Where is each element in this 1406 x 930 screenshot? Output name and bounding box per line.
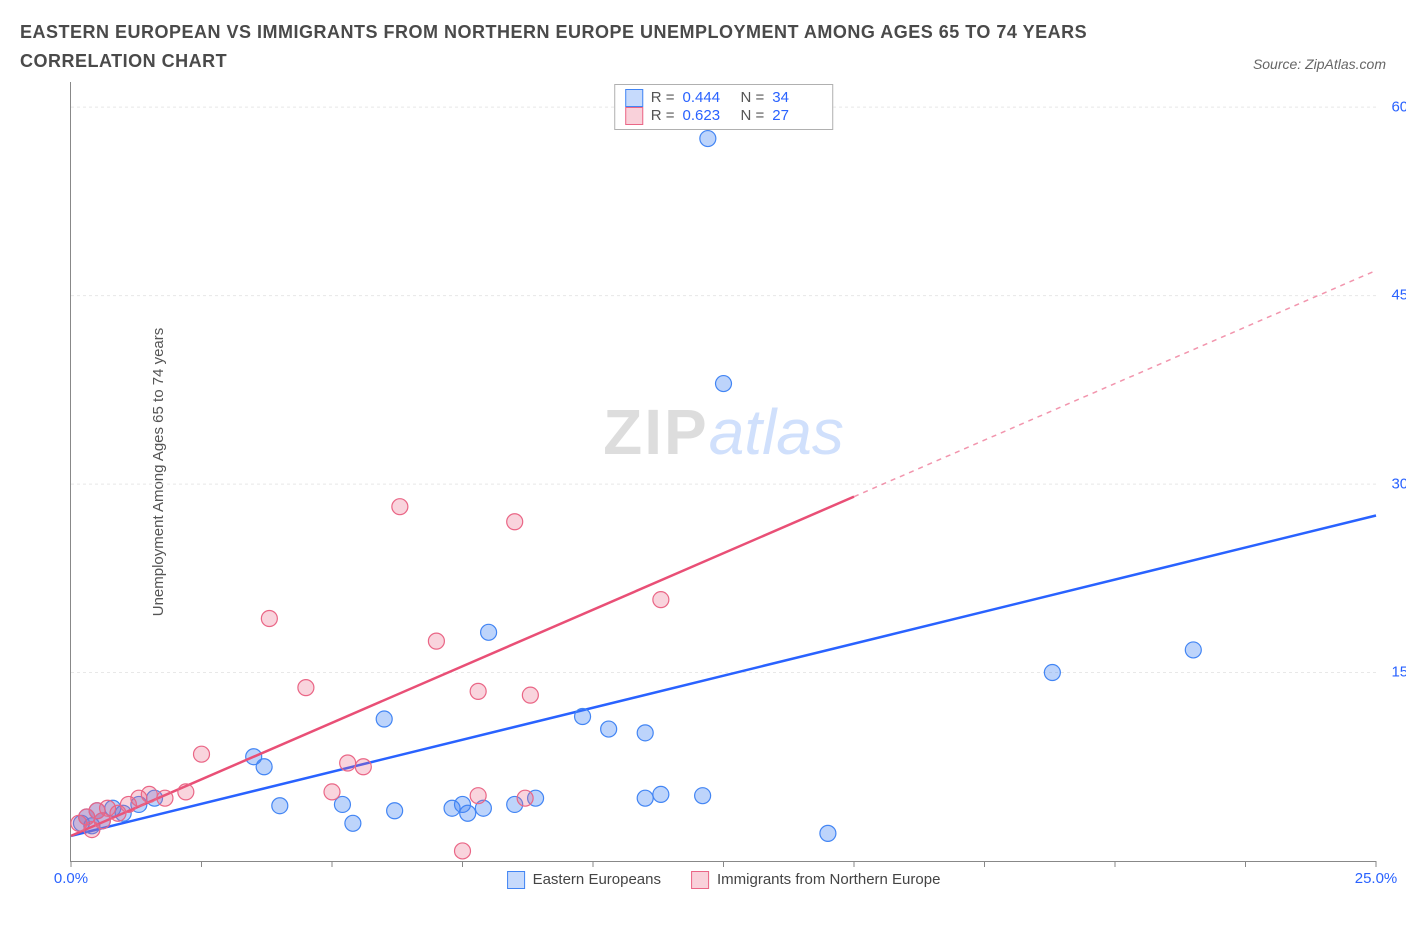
r-value: 0.444 [683,89,733,106]
scatter-plot [71,82,1376,861]
chart-container: Unemployment Among Ages 65 to 74 years R… [20,82,1386,862]
r-label: R = [651,107,675,124]
stats-legend: R = 0.444 N = 34 R = 0.623 N = 27 [614,84,834,130]
chart-title: EASTERN EUROPEAN VS IMMIGRANTS FROM NORT… [20,18,1140,76]
x-tick-label: 25.0% [1355,870,1398,887]
stats-row-pink: R = 0.623 N = 27 [625,107,823,125]
y-tick-label: 45.0% [1391,287,1406,304]
x-legend: Eastern Europeans Immigrants from Northe… [507,871,941,889]
n-value: 34 [772,89,822,106]
swatch-pink-icon [691,871,709,889]
swatch-blue-icon [625,89,643,107]
source-label: Source: ZipAtlas.com [1253,56,1386,76]
legend-label: Immigrants from Northern Europe [717,871,940,888]
legend-label: Eastern Europeans [533,871,661,888]
y-tick-label: 60.0% [1391,98,1406,115]
swatch-blue-icon [507,871,525,889]
legend-item-blue: Eastern Europeans [507,871,661,889]
n-label: N = [741,107,765,124]
y-tick-label: 15.0% [1391,664,1406,681]
legend-item-pink: Immigrants from Northern Europe [691,871,940,889]
plot-area: R = 0.444 N = 34 R = 0.623 N = 27 ZIPatl… [70,82,1376,862]
y-tick-label: 30.0% [1391,475,1406,492]
x-tick-label: 0.0% [54,870,88,887]
r-label: R = [651,89,675,106]
n-label: N = [741,89,765,106]
swatch-pink-icon [625,107,643,125]
n-value: 27 [772,107,822,124]
r-value: 0.623 [683,107,733,124]
stats-row-blue: R = 0.444 N = 34 [625,89,823,107]
